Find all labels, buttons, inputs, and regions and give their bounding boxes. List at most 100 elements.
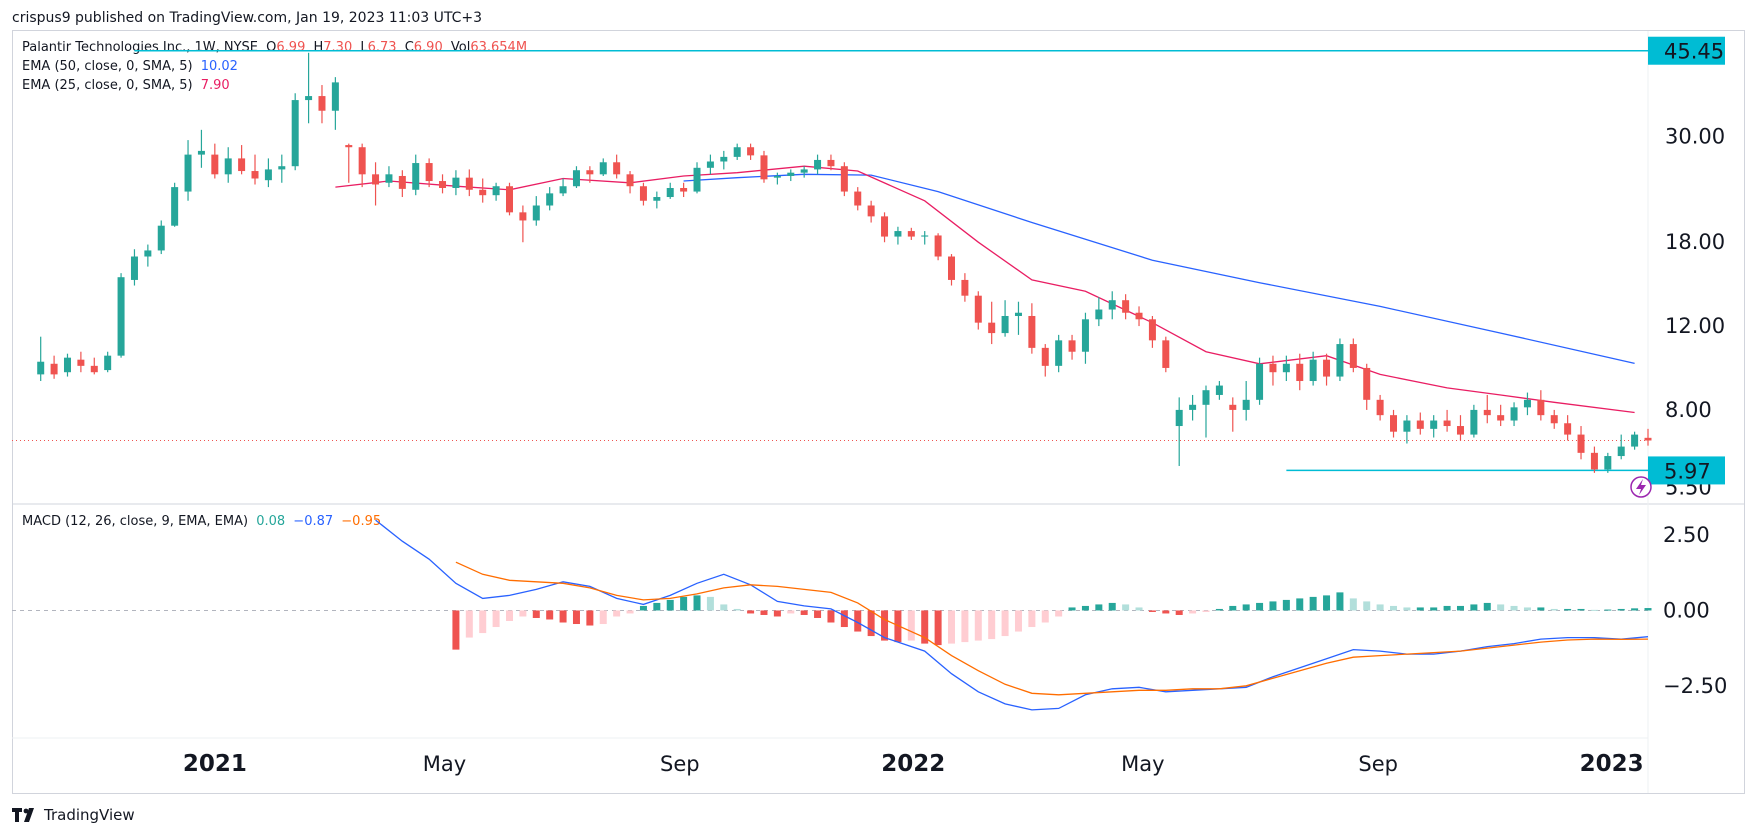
- candle-body: [814, 159, 822, 170]
- candle-body: [1363, 367, 1371, 400]
- macd-lines: [375, 519, 1649, 711]
- candle-body: [1215, 385, 1223, 395]
- tradingview-logo[interactable]: TradingView: [12, 806, 135, 824]
- histogram-bar: [814, 610, 822, 618]
- candle-body: [211, 154, 219, 175]
- histogram-bar: [1229, 605, 1237, 611]
- candle: [238, 145, 246, 175]
- macd-line: [375, 519, 1649, 711]
- candle-body: [465, 177, 473, 190]
- candle: [814, 154, 822, 175]
- candle: [385, 166, 393, 188]
- candle: [1081, 312, 1089, 364]
- histogram-bar: [1443, 605, 1451, 611]
- histogram-bar: [572, 610, 580, 625]
- candle: [1483, 394, 1491, 424]
- candle: [412, 154, 420, 196]
- candle: [1242, 381, 1250, 421]
- candle: [800, 166, 808, 178]
- candle-body: [599, 162, 607, 175]
- candle: [1510, 402, 1518, 427]
- candle: [988, 301, 996, 345]
- histogram-bar: [1202, 610, 1210, 612]
- candle: [948, 254, 956, 286]
- candle: [104, 351, 112, 373]
- histogram-bar: [465, 610, 473, 638]
- candle: [881, 212, 889, 243]
- candle-body: [104, 355, 112, 371]
- histogram-bar: [1470, 604, 1478, 611]
- candle: [1135, 306, 1143, 327]
- candle-body: [1550, 415, 1558, 424]
- candle: [1162, 336, 1170, 373]
- candle-body: [184, 154, 192, 192]
- candle-body: [171, 187, 179, 226]
- candle: [505, 182, 513, 216]
- candle: [358, 143, 366, 188]
- histogram-bar: [586, 610, 594, 626]
- histogram-bar: [1564, 608, 1572, 611]
- histogram-bar: [1577, 608, 1585, 611]
- candle: [1269, 355, 1277, 386]
- histogram-bar: [747, 610, 755, 614]
- candle: [144, 244, 152, 267]
- candle: [1523, 392, 1531, 416]
- histogram-bar: [693, 595, 701, 611]
- histogram-bar: [1631, 608, 1639, 611]
- candle-body: [1416, 420, 1424, 429]
- histogram-bar: [1590, 609, 1598, 611]
- candle: [50, 355, 58, 379]
- histogram-bar: [532, 610, 540, 618]
- candle-body: [1443, 420, 1451, 427]
- candle: [1430, 415, 1438, 438]
- candle: [1189, 394, 1197, 421]
- candle: [372, 162, 380, 206]
- candle-body: [653, 197, 661, 201]
- histogram-bar: [1135, 607, 1143, 611]
- time-tick-label: 2023: [1580, 751, 1644, 777]
- candle: [827, 154, 835, 171]
- candle: [867, 200, 875, 223]
- candle-body: [1282, 363, 1290, 373]
- candle: [666, 182, 674, 199]
- candle: [1376, 394, 1384, 421]
- candle-body: [1376, 399, 1384, 416]
- price-tick-label: 30.00: [1665, 125, 1725, 149]
- candle-body: [1041, 347, 1049, 366]
- macd-tick-label: 2.50: [1663, 523, 1710, 547]
- candle: [907, 227, 915, 240]
- chart-frame[interactable]: [12, 30, 1745, 794]
- candle: [305, 52, 313, 124]
- histogram-bar: [827, 610, 835, 623]
- candle-body: [532, 205, 540, 221]
- open-label: O: [266, 40, 277, 55]
- histogram-bar: [1162, 610, 1170, 614]
- candle: [398, 170, 406, 198]
- ema50-label: EMA (50, close, 0, SMA, 5): [22, 59, 193, 74]
- macd-signal-value: −0.95: [341, 514, 382, 529]
- lightning-icon[interactable]: [1630, 476, 1652, 498]
- time-tick-label: 2021: [183, 751, 247, 777]
- histogram-bar: [1617, 608, 1625, 611]
- histogram-bar: [1363, 601, 1371, 611]
- candle: [184, 140, 192, 201]
- candle: [1497, 404, 1505, 427]
- candle-body: [1055, 340, 1063, 366]
- histogram-bar: [706, 596, 714, 611]
- histogram-bar: [1242, 604, 1250, 611]
- candle-body: [626, 174, 634, 187]
- candle-body: [854, 191, 862, 206]
- candle-body: [1390, 415, 1398, 432]
- histogram-bar: [733, 608, 741, 611]
- candle: [37, 336, 45, 382]
- candle-body: [130, 256, 138, 280]
- candle-body: [238, 158, 246, 172]
- candle: [1564, 415, 1572, 441]
- candle: [345, 143, 353, 183]
- histogram-bar: [1148, 610, 1156, 612]
- candle: [1001, 300, 1009, 337]
- candle: [425, 158, 433, 188]
- candle-body: [934, 235, 942, 257]
- ema50-legend: EMA (50, close, 0, SMA, 5) 10.02: [22, 59, 242, 74]
